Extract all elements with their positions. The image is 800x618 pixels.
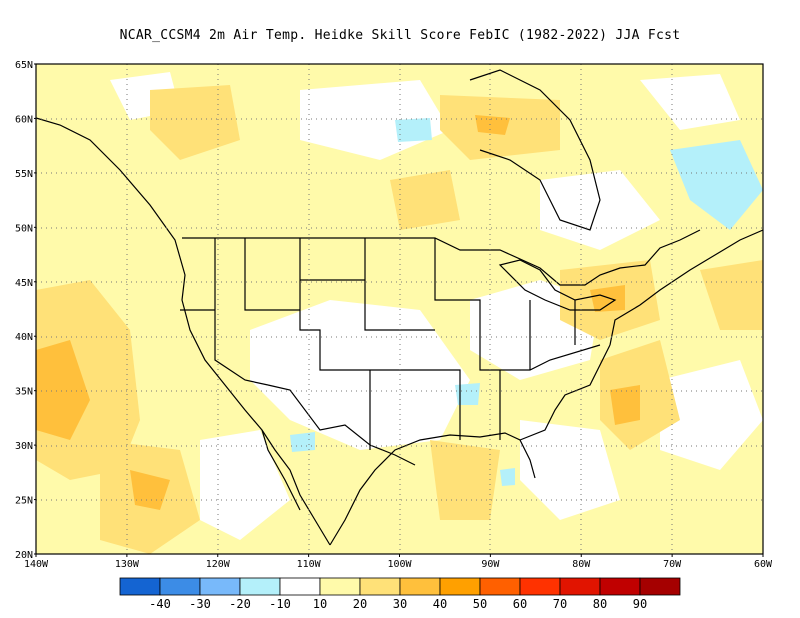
field-blue-patch <box>500 468 515 486</box>
lat-tick-label: 20N <box>15 550 33 561</box>
colorbar-swatch <box>319 577 361 596</box>
colorbar-swatch <box>119 577 161 596</box>
lat-tick-label: 40N <box>15 332 33 343</box>
field-white-patch <box>520 420 620 520</box>
lat-tick-label: 60N <box>15 114 33 125</box>
colorbar-label: 50 <box>473 597 487 611</box>
florida-line <box>519 344 611 441</box>
state-lines <box>180 238 601 450</box>
lon-tick-label: 130W <box>115 559 140 570</box>
colorbar-swatch <box>399 577 441 596</box>
lon-tick-label: 110W <box>297 559 322 570</box>
field-blue-patch <box>290 432 315 452</box>
field-blue-patch <box>455 383 480 405</box>
lat-tick-label: 25N <box>15 496 33 507</box>
field-white-patch <box>250 300 470 450</box>
field-orange-patch <box>430 440 500 520</box>
baja-line <box>261 429 301 511</box>
colorbar-label: 90 <box>633 597 647 611</box>
gulf-coast-line <box>329 432 536 546</box>
colorbar-label: 10 <box>313 597 327 611</box>
colorbar-label: 60 <box>513 597 527 611</box>
lon-tick-label: 70W <box>663 559 682 570</box>
lon-tick-label: 60W <box>754 559 773 570</box>
colorbar-swatch <box>439 577 481 596</box>
lon-tick-label: 120W <box>206 559 231 570</box>
lat-tick-label: 30N <box>15 441 33 452</box>
colorbar-label: 20 <box>353 597 367 611</box>
field-orange-dark-patch <box>130 470 170 510</box>
colorbar-swatch <box>559 577 601 596</box>
east-coast-line <box>609 229 763 346</box>
lon-tick-label: 140W <box>24 559 49 570</box>
colorbar-label: -40 <box>149 597 171 611</box>
colorbar-swatch <box>239 577 281 596</box>
colorbar-swatch <box>159 577 201 596</box>
graticule <box>36 64 763 554</box>
lat-tick-label: 35N <box>15 387 33 398</box>
field-blue-patch <box>395 118 432 142</box>
field-orange-dark-patch <box>610 385 640 425</box>
colorbar-label: -20 <box>229 597 251 611</box>
lat-tick-label: 50N <box>15 223 33 234</box>
colorbar-label: -30 <box>189 597 211 611</box>
colorbar-swatch <box>359 577 401 596</box>
map-outlines <box>36 69 763 546</box>
great-lakes-line <box>498 259 617 311</box>
colorbar-swatch <box>199 577 241 596</box>
field-blue-patch <box>670 140 763 230</box>
lat-tick-label: 55N <box>15 169 33 180</box>
hudson-bay-line <box>469 69 601 231</box>
colorbar-swatch <box>639 577 681 596</box>
axis-ticks: 140W 130W 120W 110W 100W 90W 80W 70W 60W 20N 25N 30… <box>15 60 773 570</box>
colorbar-swatch <box>479 577 521 596</box>
lat-tick-label: 45N <box>15 278 33 289</box>
colorbar-label: -10 <box>269 597 291 611</box>
lat-tick-label: 65N <box>15 60 33 71</box>
us-mexico-border <box>267 384 416 466</box>
west-coast-line <box>36 117 331 546</box>
us-canada-border <box>182 229 701 286</box>
colorbar-label: 40 <box>433 597 447 611</box>
field-white-patch <box>640 74 740 130</box>
field-white-patch <box>540 170 660 250</box>
map-title: NCAR_CCSM4 2m Air Temp. Heidke Skill Sco… <box>119 28 681 43</box>
field-orange-patch <box>390 170 460 230</box>
colorbar-label: 80 <box>593 597 607 611</box>
field-white-patch <box>660 360 763 470</box>
field-orange-patch <box>150 85 240 160</box>
field-orange-patch <box>700 260 763 330</box>
colorbar-swatch <box>599 577 641 596</box>
colorbar-label: 70 <box>553 597 567 611</box>
colorbar-swatch <box>279 577 321 596</box>
field-orange-dark-patch <box>36 340 90 440</box>
lon-tick-label: 90W <box>481 559 500 570</box>
lon-tick-label: 80W <box>572 559 591 570</box>
lon-tick-label: 100W <box>387 559 412 570</box>
colorbar-label: 30 <box>393 597 407 611</box>
field-orange-dark-patch <box>475 115 510 135</box>
colorbar-swatch <box>519 577 561 596</box>
field-orange-dark-patch <box>590 285 625 312</box>
colorbar: -40 -30 -20 -10 10 20 30 40 50 60 70 80 90 <box>119 577 681 611</box>
field-white-patch <box>200 430 290 540</box>
